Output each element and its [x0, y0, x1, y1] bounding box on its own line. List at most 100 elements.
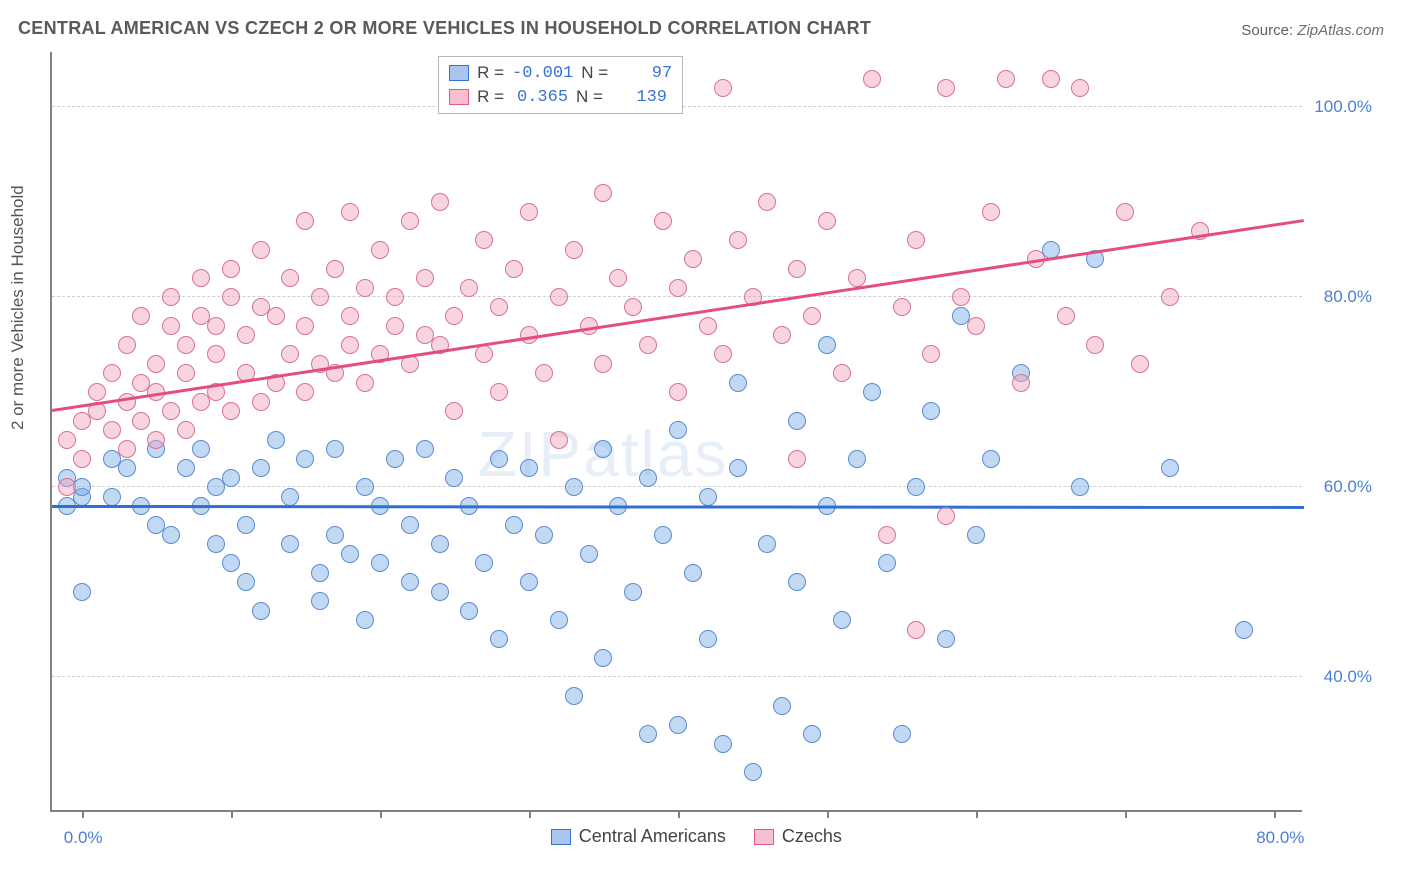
- data-point: [162, 402, 180, 420]
- data-point: [237, 326, 255, 344]
- legend-series-item: Czechs: [754, 826, 842, 847]
- data-point: [326, 440, 344, 458]
- data-point: [341, 203, 359, 221]
- data-point: [326, 526, 344, 544]
- data-point: [490, 383, 508, 401]
- data-point: [431, 535, 449, 553]
- data-point: [848, 269, 866, 287]
- data-point: [788, 260, 806, 278]
- data-point: [445, 307, 463, 325]
- data-point: [1235, 621, 1253, 639]
- data-point: [952, 288, 970, 306]
- legend-swatch: [449, 89, 469, 105]
- legend-series-label: Central Americans: [579, 826, 726, 846]
- data-point: [296, 212, 314, 230]
- data-point: [311, 288, 329, 306]
- x-tick: [1274, 810, 1276, 818]
- data-point: [922, 402, 940, 420]
- data-point: [967, 317, 985, 335]
- data-point: [744, 763, 762, 781]
- data-point: [103, 364, 121, 382]
- data-point: [654, 526, 672, 544]
- data-point: [937, 630, 955, 648]
- data-point: [252, 602, 270, 620]
- data-point: [878, 554, 896, 572]
- data-point: [818, 212, 836, 230]
- data-point: [252, 393, 270, 411]
- data-point: [118, 459, 136, 477]
- data-point: [222, 554, 240, 572]
- y-axis-label: 2 or more Vehicles in Household: [8, 185, 28, 430]
- data-point: [356, 611, 374, 629]
- chart-title: CENTRAL AMERICAN VS CZECH 2 OR MORE VEHI…: [18, 18, 871, 39]
- correlation-legend: R =-0.001N =97R = 0.365 N =139: [438, 56, 683, 114]
- data-point: [445, 402, 463, 420]
- data-point: [729, 231, 747, 249]
- data-point: [773, 697, 791, 715]
- x-tick: [380, 810, 382, 818]
- data-point: [252, 459, 270, 477]
- data-point: [967, 526, 985, 544]
- data-point: [773, 326, 791, 344]
- data-point: [475, 554, 493, 572]
- data-point: [669, 383, 687, 401]
- data-point: [222, 469, 240, 487]
- data-point: [356, 279, 374, 297]
- data-point: [401, 212, 419, 230]
- legend-n-value: 139: [611, 88, 667, 107]
- legend-r-value: 0.365: [512, 88, 568, 107]
- data-point: [341, 336, 359, 354]
- legend-n-label: N =: [581, 63, 608, 83]
- data-point: [893, 298, 911, 316]
- data-point: [594, 649, 612, 667]
- data-point: [1086, 336, 1104, 354]
- legend-r-label: R =: [477, 87, 504, 107]
- data-point: [267, 431, 285, 449]
- data-point: [580, 545, 598, 563]
- data-point: [669, 421, 687, 439]
- data-point: [848, 450, 866, 468]
- data-point: [893, 725, 911, 743]
- data-point: [356, 478, 374, 496]
- data-point: [594, 184, 612, 202]
- data-point: [132, 412, 150, 430]
- data-point: [565, 687, 583, 705]
- data-point: [296, 383, 314, 401]
- data-point: [431, 193, 449, 211]
- data-point: [758, 193, 776, 211]
- data-point: [699, 630, 717, 648]
- data-point: [520, 203, 538, 221]
- data-point: [475, 345, 493, 363]
- data-point: [714, 345, 732, 363]
- data-point: [565, 241, 583, 259]
- data-point: [252, 241, 270, 259]
- x-tick: [827, 810, 829, 818]
- data-point: [386, 317, 404, 335]
- data-point: [341, 545, 359, 563]
- legend-series-label: Czechs: [782, 826, 842, 846]
- scatter-plot-area: ZIPatlas 40.0%60.0%80.0%100.0%0.0%80.0%: [50, 52, 1302, 812]
- legend-stat-row: R =-0.001N =97: [449, 61, 672, 85]
- data-point: [237, 573, 255, 591]
- legend-stat-row: R =0.365N =139: [449, 85, 672, 109]
- data-point: [103, 488, 121, 506]
- y-tick-label: 100.0%: [1312, 97, 1372, 117]
- data-point: [207, 535, 225, 553]
- y-tick-label: 60.0%: [1312, 477, 1372, 497]
- x-tick: [976, 810, 978, 818]
- legend-swatch: [551, 829, 571, 845]
- series-legend: Central Americans Czechs: [551, 826, 842, 847]
- data-point: [550, 611, 568, 629]
- data-point: [177, 336, 195, 354]
- data-point: [281, 535, 299, 553]
- data-point: [356, 374, 374, 392]
- legend-r-label: R =: [477, 63, 504, 83]
- data-point: [654, 212, 672, 230]
- data-point: [788, 450, 806, 468]
- data-point: [1116, 203, 1134, 221]
- data-point: [833, 611, 851, 629]
- data-point: [490, 450, 508, 468]
- data-point: [758, 535, 776, 553]
- data-point: [684, 564, 702, 582]
- data-point: [207, 345, 225, 363]
